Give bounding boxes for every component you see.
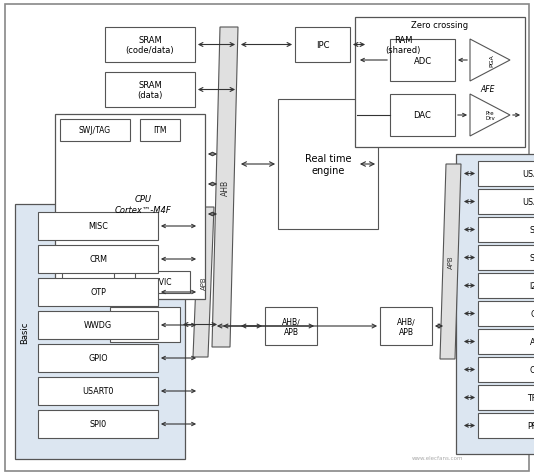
Bar — [478, 273, 534, 298]
Bar — [380, 307, 432, 345]
Bar — [140, 120, 180, 142]
Text: Basic: Basic — [20, 321, 29, 343]
Bar — [38, 377, 158, 405]
Bar — [478, 162, 534, 187]
Text: RAM
(shared): RAM (shared) — [386, 36, 421, 55]
Text: SPI0: SPI0 — [89, 420, 107, 428]
Text: USART1: USART1 — [522, 169, 534, 178]
Bar — [478, 329, 534, 354]
Text: Real time
engine: Real time engine — [305, 154, 351, 176]
Bar — [55, 115, 205, 299]
Bar — [38, 278, 158, 307]
Polygon shape — [470, 95, 510, 137]
Text: I2C0: I2C0 — [529, 281, 534, 290]
Bar — [456, 155, 534, 454]
Bar — [135, 271, 190, 293]
Text: NVIC: NVIC — [153, 278, 172, 287]
Bar — [390, 95, 455, 137]
Text: CRM: CRM — [89, 255, 107, 264]
Text: TRNG: TRNG — [527, 393, 534, 402]
Text: Pre
Drv: Pre Drv — [485, 110, 495, 121]
Text: APB: APB — [447, 255, 453, 269]
Text: CRC: CRC — [530, 365, 534, 374]
Text: APB: APB — [200, 276, 207, 289]
Bar — [355, 18, 525, 148]
Text: DAC: DAC — [413, 111, 431, 120]
Text: AHB∕
APB: AHB∕ APB — [281, 317, 301, 336]
Text: ROM: ROM — [135, 320, 155, 329]
Bar — [390, 40, 455, 82]
Text: ADC: ADC — [413, 56, 431, 65]
Bar — [110, 307, 180, 342]
Text: ITM: ITM — [153, 126, 167, 135]
Bar — [478, 357, 534, 382]
Text: SRAM
(data): SRAM (data) — [137, 80, 163, 100]
Polygon shape — [470, 40, 510, 82]
Bar — [38, 246, 158, 273]
Text: SWJ∕TAG: SWJ∕TAG — [79, 126, 111, 135]
Text: IPC: IPC — [316, 41, 329, 50]
Text: AFE: AFE — [481, 85, 495, 94]
Bar — [478, 301, 534, 327]
Text: CPU
Cortex™-M4F: CPU Cortex™-M4F — [115, 195, 171, 214]
Text: GPIO: GPIO — [88, 354, 108, 363]
Text: PRNG: PRNG — [527, 421, 534, 430]
Bar — [478, 189, 534, 215]
Text: USART2: USART2 — [522, 198, 534, 207]
Bar — [478, 413, 534, 438]
Text: PGA: PGA — [490, 55, 494, 67]
Bar — [38, 410, 158, 438]
Bar — [368, 28, 438, 63]
Text: Zero crossing: Zero crossing — [411, 21, 468, 30]
Bar — [38, 311, 158, 339]
Bar — [295, 28, 350, 63]
Bar — [105, 28, 195, 63]
Polygon shape — [212, 28, 238, 347]
Text: SPI1: SPI1 — [529, 226, 534, 235]
Bar — [15, 205, 185, 459]
Text: www.elecfans.com: www.elecfans.com — [412, 456, 464, 461]
Text: OTP: OTP — [90, 288, 106, 297]
Bar — [278, 100, 378, 229]
Text: AHB∕
APB: AHB∕ APB — [397, 317, 415, 336]
Text: SPI2: SPI2 — [529, 253, 534, 262]
Bar — [478, 385, 534, 410]
Bar — [62, 271, 114, 293]
Bar — [265, 307, 317, 345]
Text: MISC: MISC — [88, 222, 108, 231]
Bar — [38, 344, 158, 372]
Polygon shape — [193, 208, 214, 357]
Text: USART0: USART0 — [82, 387, 114, 396]
Bar — [60, 120, 130, 142]
Polygon shape — [440, 165, 461, 359]
Bar — [105, 73, 195, 108]
Bar — [478, 218, 534, 242]
Bar — [478, 246, 534, 270]
Text: FPU: FPU — [81, 278, 95, 287]
Text: WWDG: WWDG — [84, 321, 112, 330]
Text: AES: AES — [530, 337, 534, 346]
Text: GPT: GPT — [530, 309, 534, 318]
Text: AHB: AHB — [221, 179, 230, 196]
Bar — [38, 213, 158, 240]
Text: SRAM
(code/data): SRAM (code/data) — [125, 36, 174, 55]
